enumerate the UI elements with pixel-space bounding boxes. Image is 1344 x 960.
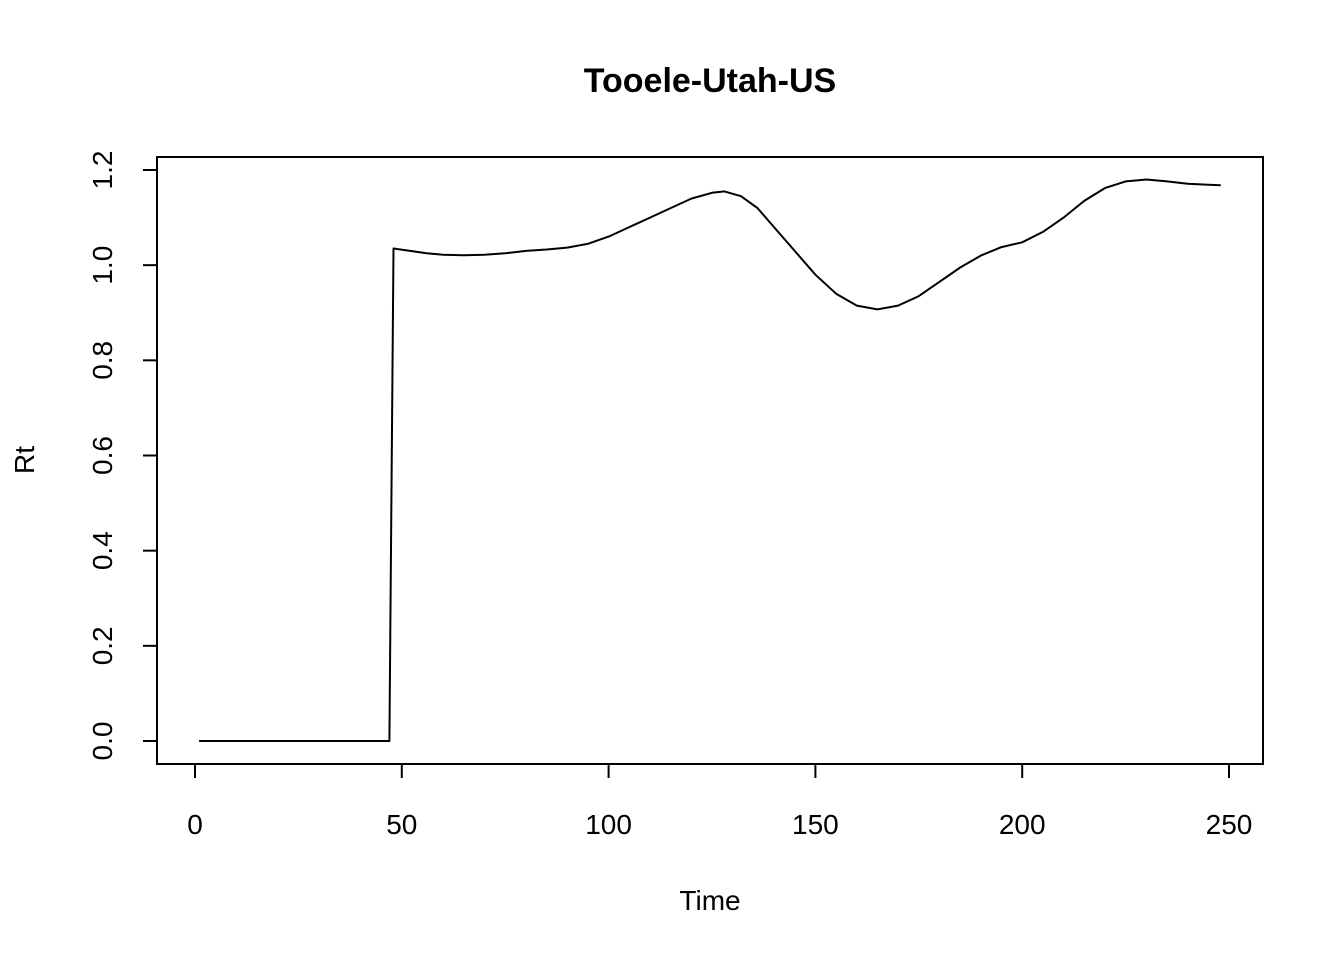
- y-tick-label: 0.8: [87, 341, 118, 380]
- y-tick-label: 1.0: [87, 246, 118, 285]
- y-axis: 0.0 0.2 0.4 0.6 0.8 1.0 1.2: [87, 151, 158, 761]
- series-line: [199, 178, 1221, 742]
- series-layer: [199, 178, 1221, 742]
- y-tick-label: 0.4: [87, 531, 118, 570]
- y-tick-label: 0.2: [87, 626, 118, 665]
- x-tick-label: 250: [1206, 809, 1253, 840]
- chart-title: Tooele-Utah-US: [584, 62, 836, 100]
- x-tick-label: 150: [792, 809, 839, 840]
- plot-frame: [156, 156, 1264, 765]
- y-tick-label: 0.6: [87, 436, 118, 475]
- x-tick-label: 100: [585, 809, 632, 840]
- y-tick-label: 1.2: [87, 151, 118, 190]
- x-tick-label: 50: [386, 809, 417, 840]
- x-axis: 0 50 100 150 200 250: [187, 763, 1253, 840]
- x-tick-label: 0: [187, 809, 203, 840]
- x-tick-label: 200: [999, 809, 1046, 840]
- y-axis-label: Rt: [9, 446, 40, 474]
- y-tick-label: 0.0: [87, 722, 118, 761]
- x-axis-label: Time: [679, 885, 740, 916]
